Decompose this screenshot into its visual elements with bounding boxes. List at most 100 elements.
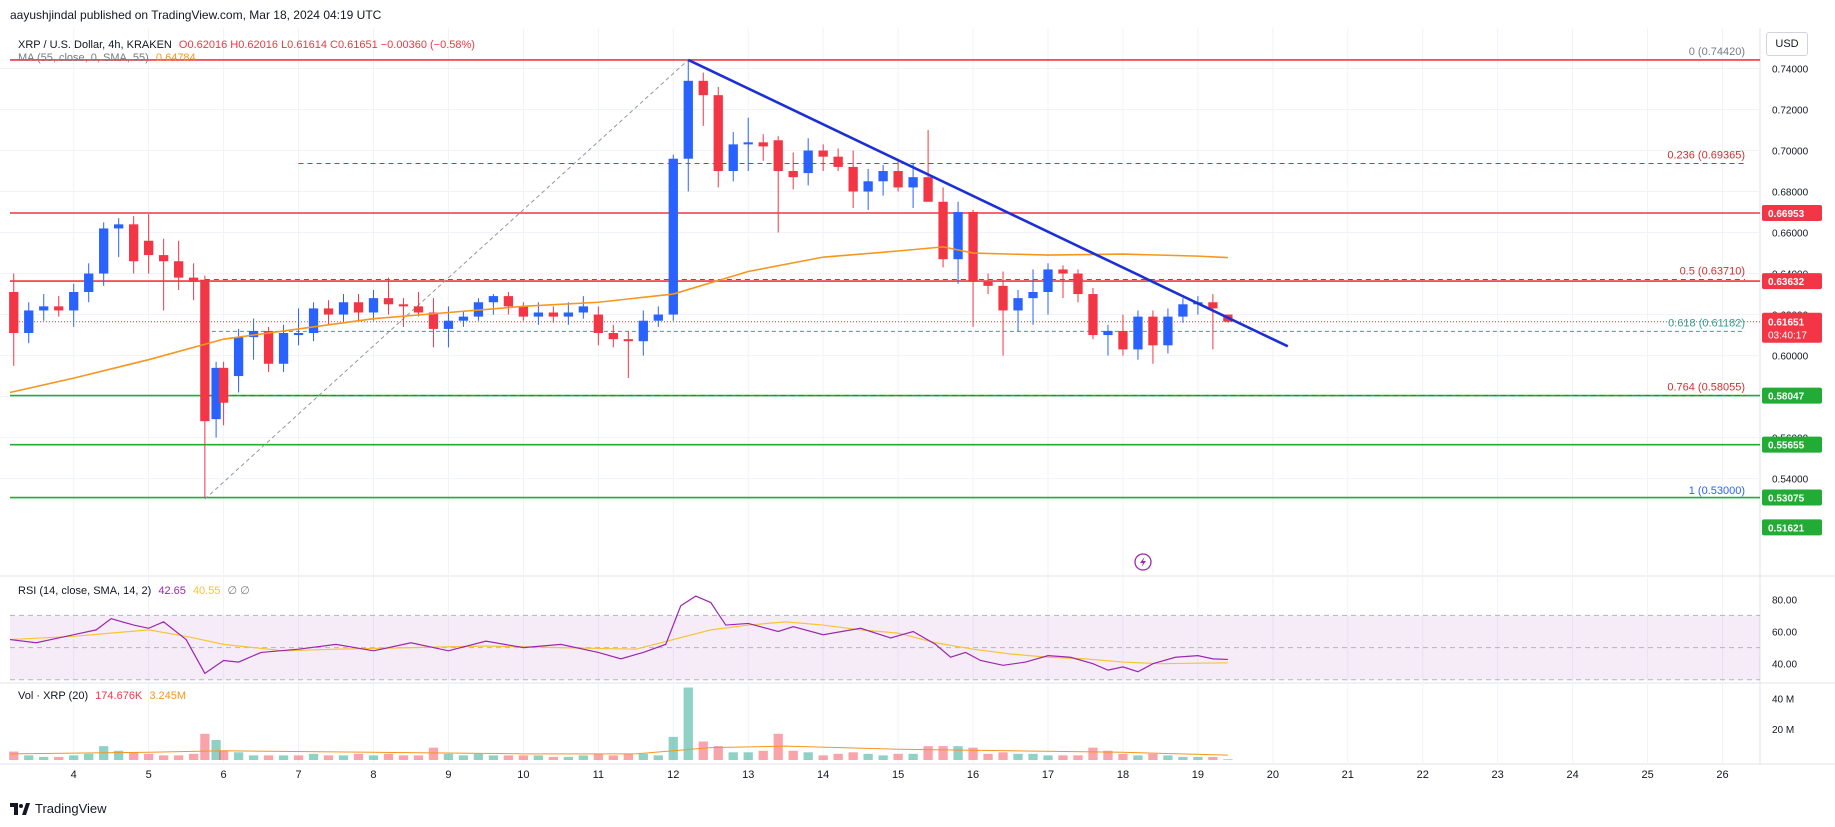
volume-bar xyxy=(218,750,229,760)
trendline xyxy=(687,58,1289,348)
x-tick-label: 22 xyxy=(1417,769,1429,781)
ma-legend: MA (55, close, 0, SMA, 55) 0.64784 xyxy=(18,52,196,64)
volume-bar xyxy=(54,756,64,760)
volume-bar xyxy=(278,755,289,760)
candle-body xyxy=(218,367,229,403)
candle-body xyxy=(1208,302,1218,309)
volume-bar xyxy=(1058,755,1068,760)
candle-body xyxy=(833,156,843,167)
price-chart[interactable]: 0 (0.74420) 0.236 (0.69365) 0.5 (0.63710) 0… xyxy=(0,28,1835,798)
candle-body xyxy=(1073,273,1083,295)
volume-bar xyxy=(608,755,618,760)
publish-line: aayushjindal published on TradingView.co… xyxy=(10,8,382,22)
volume-bar xyxy=(173,755,184,760)
volume-bar xyxy=(114,750,124,760)
volume-bar xyxy=(338,755,349,760)
candle-body xyxy=(443,320,454,329)
brand-name: TradingView xyxy=(35,801,107,816)
volume-bar xyxy=(473,753,484,760)
candle-body xyxy=(278,333,289,364)
volume-bar xyxy=(653,755,663,760)
lightning-icon[interactable] xyxy=(1134,553,1152,571)
volume-bar xyxy=(69,755,79,760)
x-tick-label: 21 xyxy=(1342,769,1354,781)
candle-body xyxy=(818,150,828,157)
candle-body xyxy=(1058,269,1068,274)
price-tag-label: 0.66953 xyxy=(1768,209,1805,220)
candle-body xyxy=(99,228,109,274)
candle-body xyxy=(114,224,124,229)
x-tick-label: 7 xyxy=(295,769,301,781)
candle-body xyxy=(683,80,693,159)
price-tag-bg xyxy=(1762,519,1822,536)
volume-bar xyxy=(488,755,499,760)
x-tick-label: 8 xyxy=(370,769,376,781)
candle-body xyxy=(983,281,993,286)
volume-bar xyxy=(623,753,633,760)
x-tick-label: 11 xyxy=(593,769,604,781)
volume-value: 174.676K xyxy=(95,690,143,702)
y-tick-label: 0.68000 xyxy=(1772,188,1809,199)
volume-bar xyxy=(144,753,154,760)
candle-body xyxy=(158,255,169,262)
x-tick-label: 12 xyxy=(667,769,679,781)
price-tag-bg xyxy=(1762,489,1822,506)
volume-bar xyxy=(923,746,933,760)
volume-bar xyxy=(638,753,648,760)
fib-level-label: 1 (0.53000) xyxy=(1689,485,1745,497)
candle-body xyxy=(653,314,663,321)
candle-body xyxy=(878,171,888,182)
price-tag-bg xyxy=(1762,387,1822,404)
rsi-label: RSI (14, close, SMA, 14, 2) xyxy=(18,585,151,597)
volume-ma-line xyxy=(9,745,1228,756)
volume-bar xyxy=(533,755,544,760)
candle-body xyxy=(9,292,19,334)
candle-body xyxy=(24,310,34,334)
candle-body xyxy=(39,306,49,311)
y-tick-label: 0.72000 xyxy=(1772,106,1809,117)
volume-bar xyxy=(803,752,813,760)
candle-body xyxy=(713,95,723,172)
volume-tick-label: 20 M xyxy=(1772,725,1794,736)
x-tick-label: 25 xyxy=(1641,769,1653,781)
symbol-title: XRP / U.S. Dollar, 4h, KRAKEN xyxy=(18,39,172,51)
candle-body xyxy=(54,306,64,311)
candle-body xyxy=(413,306,424,313)
volume-bar xyxy=(818,755,828,760)
volume-bar xyxy=(158,755,169,760)
volume-bar xyxy=(323,755,334,760)
candle-body xyxy=(263,330,274,364)
overlays xyxy=(9,58,1289,394)
candle-body xyxy=(293,333,304,336)
y-tick-label: 0.70000 xyxy=(1772,147,1809,158)
candle-body xyxy=(1148,316,1158,346)
ohlc-values: O0.62016 H0.62016 L0.61614 C0.61651 −0.0… xyxy=(179,39,475,51)
candle-body xyxy=(1133,316,1143,350)
candle-body xyxy=(353,302,364,313)
volume-bar xyxy=(1148,753,1158,760)
volume-bar xyxy=(1088,747,1098,760)
volume-bar xyxy=(1163,755,1173,760)
candle-body xyxy=(788,171,798,178)
tradingview-icon xyxy=(10,802,30,815)
candle-body xyxy=(398,304,409,307)
candle-body xyxy=(863,181,873,192)
tradingview-logo[interactable]: TradingView xyxy=(10,801,107,816)
candle-body xyxy=(998,285,1008,311)
volume-bar xyxy=(248,755,259,760)
currency-button[interactable]: USD xyxy=(1766,32,1808,56)
candle-body xyxy=(563,312,573,317)
price-tag-bg xyxy=(1762,273,1822,290)
candle-body xyxy=(338,302,349,315)
volume-bar xyxy=(293,755,304,760)
volume-bar xyxy=(743,752,753,760)
candle-body xyxy=(638,320,648,342)
candle-body xyxy=(383,298,394,305)
x-tick-label: 6 xyxy=(221,769,227,781)
y-tick-label: 0.60000 xyxy=(1772,352,1809,363)
candle-body xyxy=(1118,330,1128,350)
volume-bar xyxy=(1028,753,1038,760)
candle-body xyxy=(1163,316,1173,346)
volume-bar xyxy=(1073,755,1083,760)
candle-body xyxy=(743,142,753,145)
